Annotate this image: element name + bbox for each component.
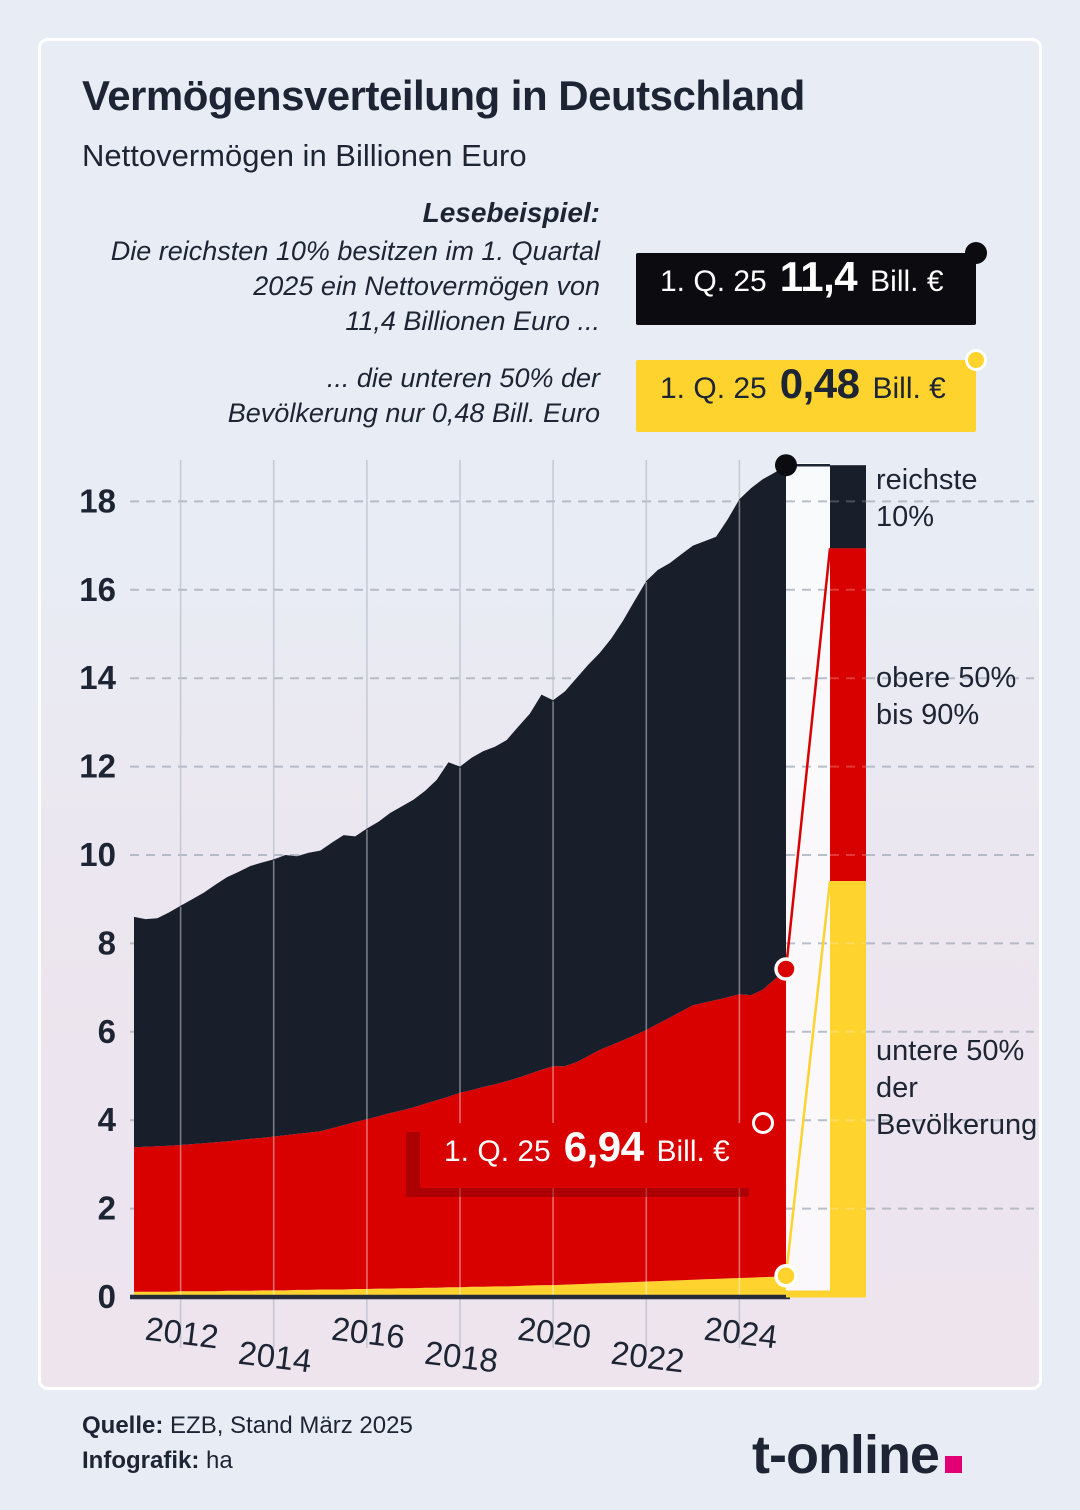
svg-text:2024: 2024: [702, 1310, 779, 1356]
source-label: Quelle:: [82, 1412, 164, 1439]
svg-text:2012: 2012: [143, 1310, 220, 1356]
svg-text:2: 2: [98, 1190, 116, 1227]
callout-obere-50-90: 1. Q. 25 6,94 Bill. €: [420, 1112, 774, 1188]
callout-value: 11,4: [779, 253, 858, 300]
svg-text:6: 6: [98, 1013, 116, 1050]
gap-panel: [786, 463, 830, 1297]
svg-text:0: 0: [98, 1278, 116, 1315]
callout-unit: Bill. €: [872, 372, 946, 405]
svg-text:2022: 2022: [609, 1334, 686, 1380]
logo-magenta-square: [944, 1456, 962, 1473]
svg-text:2020: 2020: [516, 1310, 593, 1356]
callout-period: 1. Q. 25: [660, 265, 767, 298]
credit-text: ha: [206, 1447, 233, 1474]
source-line: Quelle: EZB, Stand März 2025: [82, 1408, 413, 1443]
callout-period: 1. Q. 25: [660, 372, 767, 405]
svg-text:2016: 2016: [330, 1310, 407, 1356]
t-online-logo: t-online: [752, 1424, 962, 1486]
footer-credits: Quelle: EZB, Stand März 2025 Infografik:…: [82, 1408, 413, 1478]
yellow-marker-dot: [965, 349, 987, 371]
svg-text:14: 14: [79, 659, 116, 696]
callout-value: 0,48: [779, 360, 860, 407]
callout-unit: Bill. €: [656, 1135, 730, 1168]
legend-reichste-10: reichste 10%: [876, 464, 978, 533]
area-reichste-10: [134, 465, 786, 1148]
svg-text:16: 16: [79, 571, 116, 608]
reading-example-paragraph-2: ... die unteren 50% der Bevölkerung nur …: [227, 363, 600, 428]
logo-text: t-online: [752, 1425, 940, 1485]
svg-text:8: 8: [98, 924, 116, 961]
svg-text:2014: 2014: [236, 1334, 313, 1380]
area-untere-50: [134, 1275, 786, 1297]
open-marker-ring: [752, 1112, 774, 1134]
callout-value: 6,94: [563, 1123, 644, 1170]
callout-period: 1. Q. 25: [444, 1135, 551, 1168]
population-share-bar: [830, 465, 866, 1297]
svg-text:10: 10: [79, 836, 116, 873]
legend-untere-50: untere 50% der Bevölkerung: [876, 1035, 1038, 1141]
svg-text:4: 4: [98, 1101, 117, 1138]
svg-text:18: 18: [79, 482, 116, 519]
callout-untere-50: 1. Q. 25 0,48 Bill. €: [636, 349, 987, 432]
page-subtitle: Nettovermögen in Billionen Euro: [82, 138, 527, 173]
page-title: Vermögensverteilung in Deutschland: [82, 72, 805, 119]
callout-unit: Bill. €: [870, 265, 944, 298]
callout-reichste-10: 1. Q. 25 11,4 Bill. €: [636, 242, 987, 325]
legend-obere-50-90: obere 50% bis 90%: [876, 662, 1017, 731]
svg-text:2018: 2018: [423, 1334, 500, 1380]
series-end-markers: [774, 454, 798, 1288]
credit-line: Infografik: ha: [82, 1443, 413, 1478]
reading-example-heading: Lesebeispiel:: [422, 197, 600, 228]
svg-text:12: 12: [79, 748, 116, 785]
source-text: EZB, Stand März 2025: [170, 1412, 413, 1439]
credit-label: Infografik:: [82, 1447, 200, 1474]
y-axis-tick-labels: 0 2 4 6 8 10 12 14 16 18: [79, 482, 116, 1315]
x-axis-tick-labels: 2012 2014 2016 2018 2020 2022 2024: [143, 1310, 779, 1380]
black-marker-dot: [965, 242, 987, 264]
reading-example-paragraph-1: Die reichsten 10% besitzen im 1. Quartal…: [110, 236, 600, 336]
